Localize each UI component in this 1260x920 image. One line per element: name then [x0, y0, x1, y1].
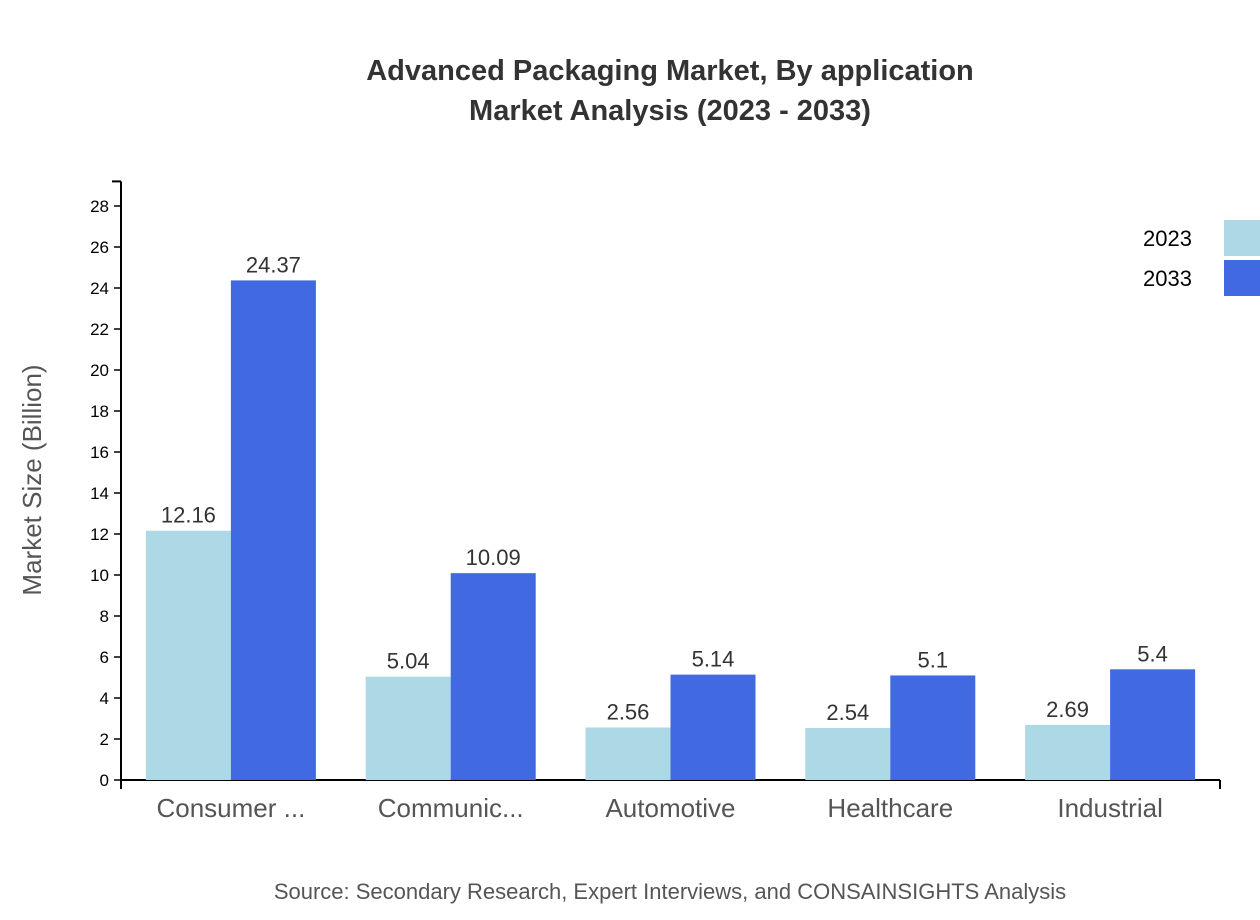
- data-label: 2.69: [1046, 697, 1089, 722]
- y-tick-label: 8: [100, 607, 109, 626]
- bar-2023: [585, 727, 671, 780]
- bar-2033: [890, 675, 976, 780]
- legend-swatch: [1224, 260, 1260, 296]
- data-label: 5.4: [1137, 641, 1168, 666]
- y-tick-label: 14: [90, 484, 109, 503]
- y-tick-label: 0: [100, 771, 109, 790]
- source-note: Source: Secondary Research, Expert Inter…: [274, 879, 1066, 904]
- legend-label: 2033: [1143, 266, 1192, 291]
- legend-label: 2023: [1143, 226, 1192, 251]
- legend-swatch: [1224, 220, 1260, 256]
- y-tick-label: 10: [90, 566, 109, 585]
- y-tick-label: 24: [90, 279, 109, 298]
- chart-title: Advanced Packaging Market, By applicatio…: [366, 55, 974, 87]
- x-tick-label: Consumer ...: [156, 793, 305, 823]
- y-tick-label: 4: [100, 689, 109, 708]
- x-tick-label: Automotive: [605, 793, 735, 823]
- y-tick-label: 26: [90, 238, 109, 257]
- data-label: 5.04: [387, 649, 430, 674]
- y-tick-label: 28: [90, 197, 109, 216]
- y-tick-label: 6: [100, 648, 109, 667]
- x-axis: Consumer ... Communic... Automotive Healthc…: [120, 779, 1221, 823]
- y-tick-label: 16: [90, 443, 109, 462]
- data-label: 10.09: [466, 545, 521, 570]
- bars: 12.16 24.37 5.04 10.09 2.56 5.14 2.54 5.1 2.69 5.…: [145, 252, 1196, 780]
- bar-2023: [805, 727, 891, 780]
- data-label: 5.1: [918, 647, 949, 672]
- y-tick-label: 18: [90, 402, 109, 421]
- y-tick-label: 20: [90, 361, 109, 380]
- legend: 2023 2033: [1143, 220, 1260, 296]
- bar-2023: [1025, 724, 1111, 780]
- chart-subtitle: Market Analysis (2023 - 2033): [469, 95, 871, 127]
- y-tick-label: 22: [90, 320, 109, 339]
- bar-2023: [145, 530, 231, 780]
- x-tick-label: Communic...: [378, 793, 524, 823]
- bar-2033: [670, 674, 756, 780]
- data-label: 12.16: [161, 503, 216, 528]
- y-tick-label: 2: [100, 730, 109, 749]
- x-tick-label: Industrial: [1057, 793, 1163, 823]
- data-label: 5.14: [692, 647, 735, 672]
- data-label: 2.56: [607, 700, 650, 725]
- data-label: 24.37: [246, 252, 301, 277]
- bar-2023: [365, 676, 451, 780]
- x-tick-label: Healthcare: [827, 793, 953, 823]
- y-axis-label: Market Size (Billion): [17, 364, 47, 595]
- bar-2033: [450, 573, 536, 780]
- bar-2033: [230, 280, 316, 780]
- data-label: 2.54: [826, 700, 869, 725]
- bar-2033: [1110, 669, 1196, 780]
- y-tick-label: 12: [90, 525, 109, 544]
